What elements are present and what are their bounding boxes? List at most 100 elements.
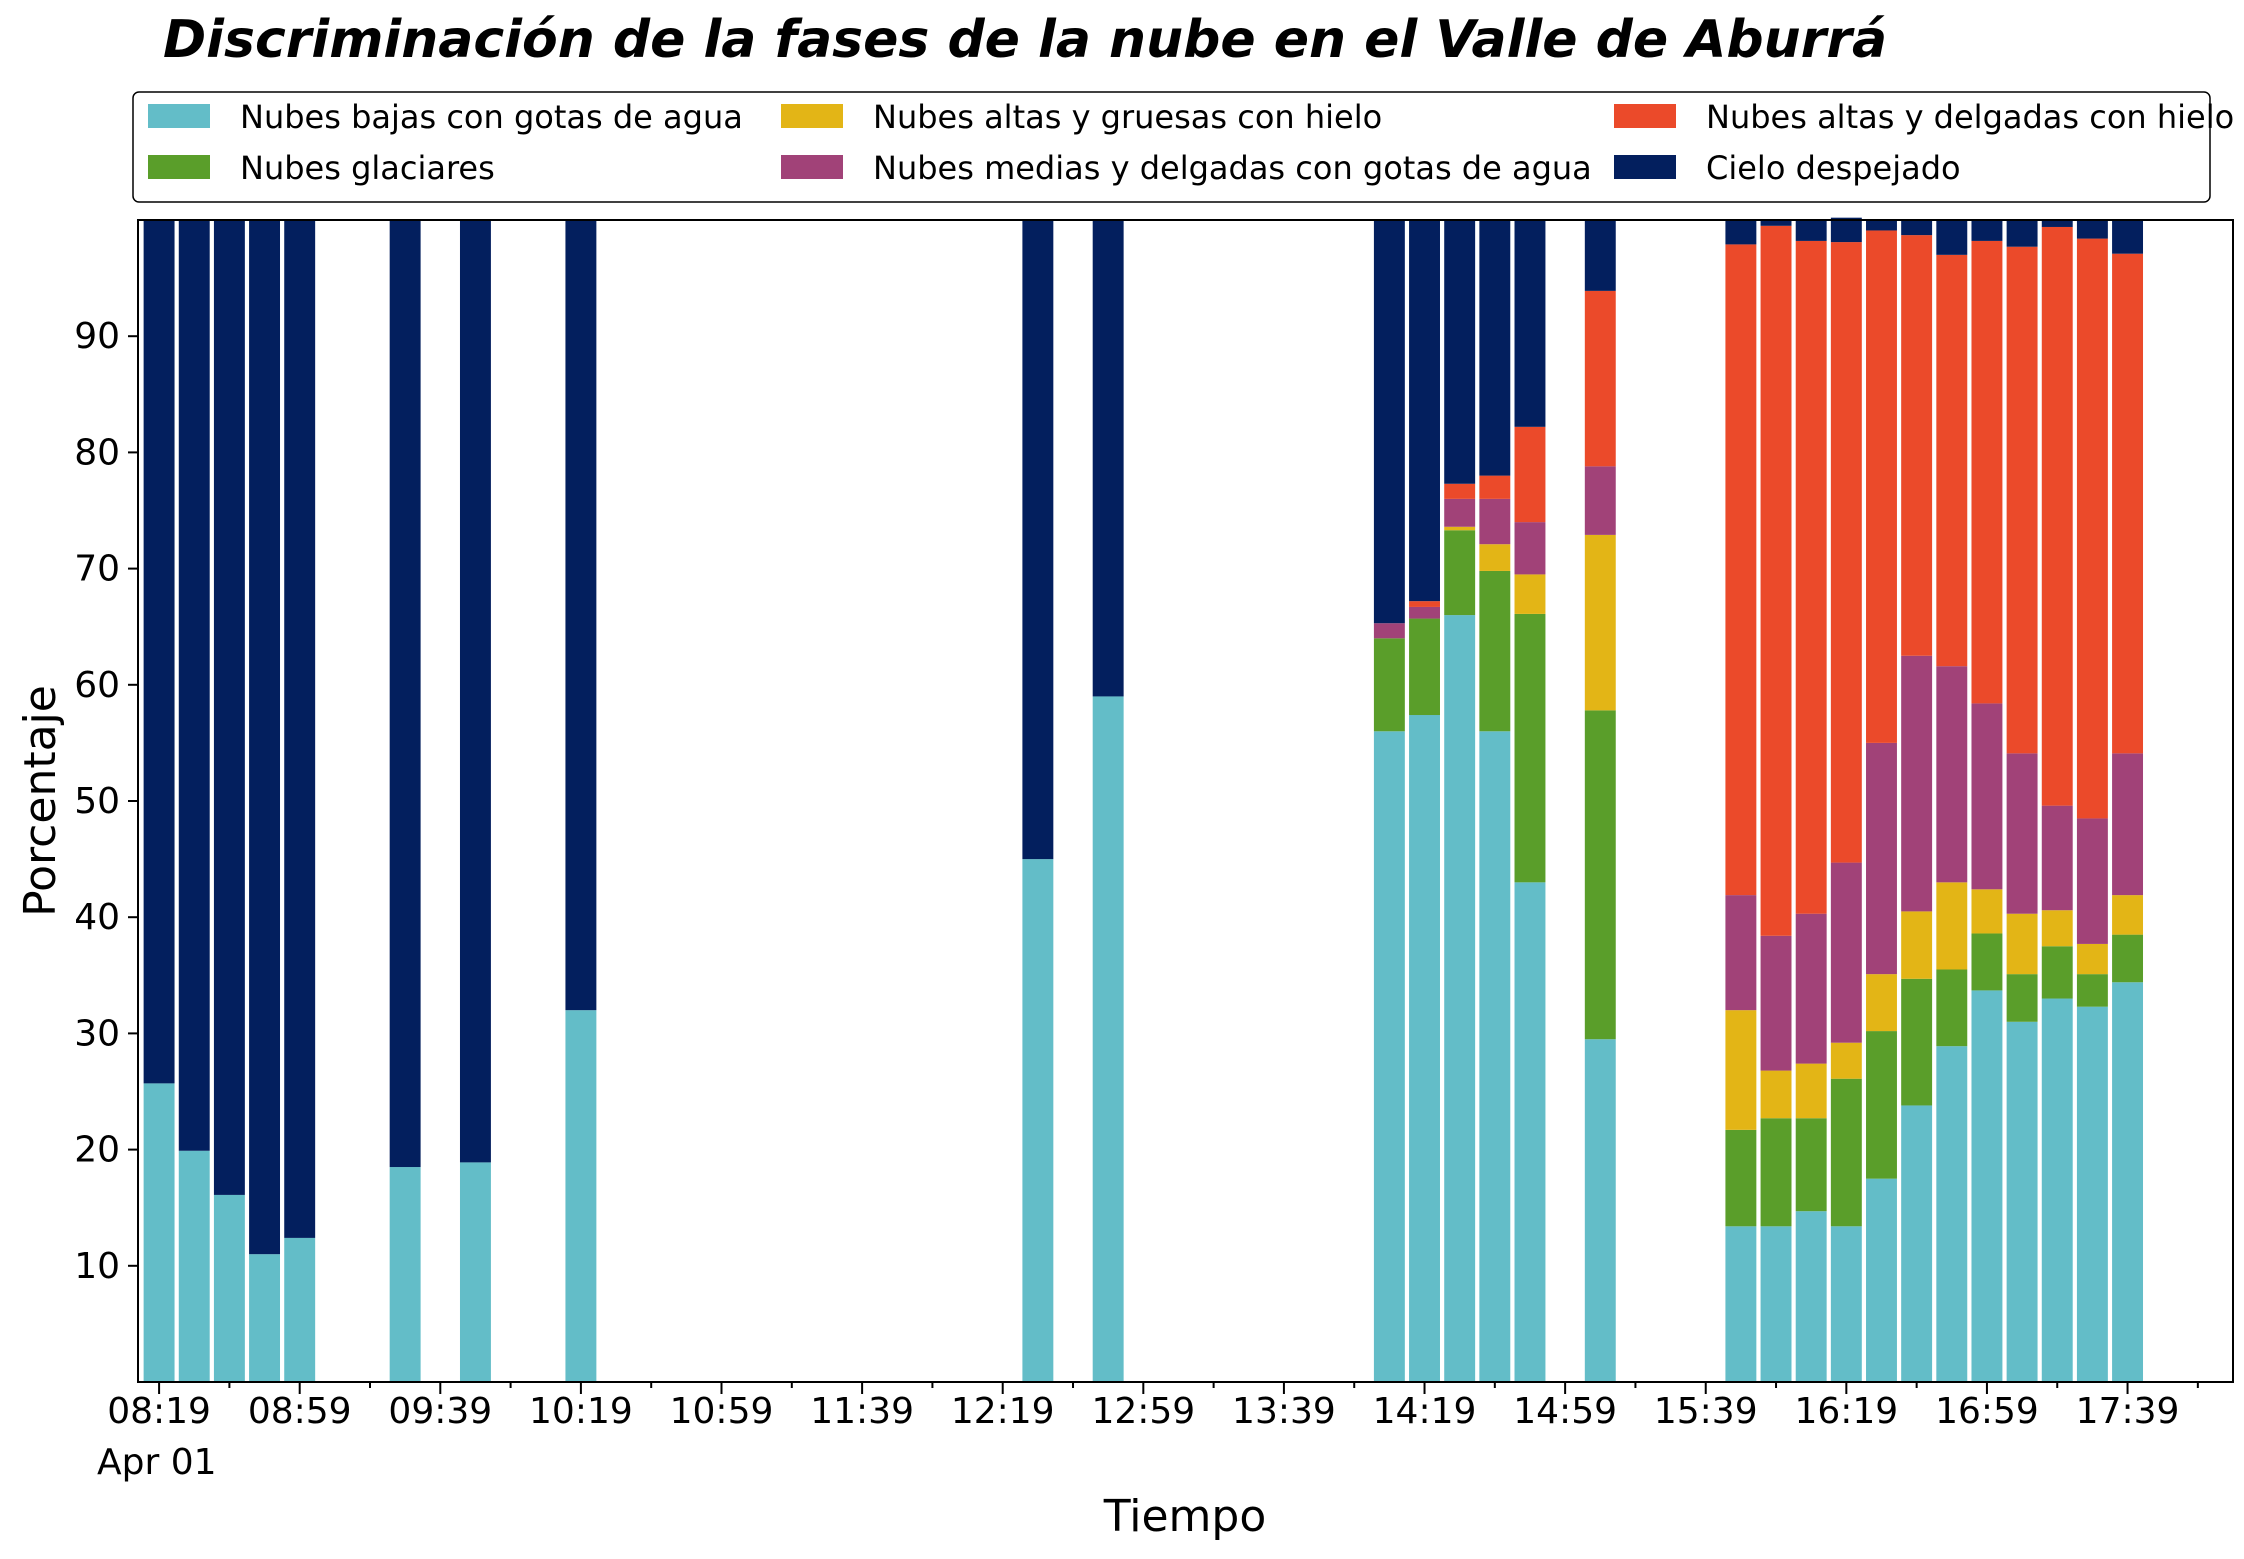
legend-swatch <box>148 104 210 128</box>
bar-segment <box>2076 943 2108 975</box>
bar-segment <box>1725 220 1757 245</box>
bar-segment <box>1936 254 1968 667</box>
bar-segment <box>1444 526 1476 531</box>
x-tick-label: 09:39 <box>388 1391 492 1432</box>
bar-segment <box>1830 1226 1862 1382</box>
bar-segment <box>213 1194 245 1382</box>
y-tick-label: 80 <box>74 432 120 473</box>
bar-segment <box>1866 742 1897 975</box>
bar-segment <box>2041 946 2073 999</box>
bar-segment <box>1760 1118 1792 1227</box>
bar-segment <box>1373 731 1405 1382</box>
bar-segment <box>2041 998 2073 1382</box>
bar-segment <box>2006 753 2038 914</box>
bar-segment <box>1584 1039 1616 1382</box>
bar-segment <box>2041 910 2073 947</box>
bar-segment <box>1373 638 1405 732</box>
bar-segment <box>2041 220 2073 227</box>
bar-segment <box>565 220 597 1011</box>
x-tick-label: 12:19 <box>951 1391 1055 1432</box>
bar-segment <box>1479 731 1511 1382</box>
bar-segment <box>2112 982 2144 1382</box>
bar-segment <box>2006 913 2038 975</box>
bar-segment <box>1866 1178 1897 1382</box>
legend-label: Nubes altas y gruesas con hielo <box>873 98 1382 136</box>
bar-segment <box>213 220 245 1195</box>
bar-segment <box>1936 666 1968 883</box>
bar-segment <box>1725 1010 1757 1130</box>
bar-segment <box>2076 974 2108 1007</box>
bar-segment <box>249 220 281 1255</box>
bar-segment <box>1409 220 1440 602</box>
bar-segment <box>1514 882 1546 1382</box>
bar-segment <box>1444 483 1476 499</box>
bar-segment <box>2006 974 2038 1022</box>
bar-segment <box>1409 715 1440 1382</box>
bar-segment <box>1866 974 1897 1032</box>
legend-label: Nubes altas y delgadas con hielo <box>1706 98 2234 136</box>
bar-segment <box>1022 859 1054 1382</box>
bar-segment <box>1971 933 2003 991</box>
chart-title: Discriminación de la fases de la nube en… <box>163 10 1887 70</box>
bar-segment <box>1971 220 2003 241</box>
bar-segment <box>1901 911 1933 979</box>
bar-segment <box>2006 220 2038 247</box>
bar-segment <box>1901 235 1933 656</box>
bar-segment <box>1760 225 1792 936</box>
x-tick-label: 17:39 <box>2076 1391 2180 1432</box>
bar-segment <box>2076 818 2108 944</box>
bar-segment <box>1022 220 1054 860</box>
bar-segment <box>2112 934 2144 983</box>
bar-segment <box>2041 805 2073 911</box>
bar-segment <box>143 1083 175 1382</box>
bar-segment <box>1936 882 1968 970</box>
bar-segment <box>1971 889 2003 934</box>
bar-segment <box>1795 1211 1827 1382</box>
legend-label: Nubes medias y delgadas con gotas de agu… <box>873 149 1592 187</box>
x-tick-label: 10:59 <box>670 1391 774 1432</box>
bar-segment <box>459 220 491 1163</box>
bar-segment <box>1584 290 1616 467</box>
bar-segment <box>389 1167 421 1382</box>
bar-segment <box>2076 238 2108 819</box>
legend-frame <box>132 91 2211 203</box>
y-tick-label: 40 <box>74 897 120 938</box>
bar-segment <box>1479 220 1511 476</box>
bar-segment <box>459 1162 491 1382</box>
bar-segment <box>1479 570 1511 732</box>
bar-segment <box>1760 1070 1792 1119</box>
bar-segment <box>1971 240 2003 704</box>
bar-segment <box>1584 466 1616 535</box>
bar-segment <box>1901 1105 1933 1382</box>
bar-segment <box>1584 710 1616 1040</box>
bar-segment <box>1725 1226 1757 1382</box>
bar-segment <box>1866 230 1897 743</box>
bar-segment <box>1514 220 1546 427</box>
bar-segment <box>1092 696 1124 1382</box>
bar-segment <box>2006 246 2038 754</box>
legend-swatch <box>781 155 843 179</box>
bar-segment <box>1795 1118 1827 1212</box>
bar-segment <box>1514 613 1546 883</box>
plot-area: 10 20 30 40 50 60 70 80 90 08:19 08:59 09:39 10:19 1… <box>74 217 2234 1432</box>
y-axis-title: Porcentaje <box>15 685 66 917</box>
bar-segment <box>1760 220 1792 226</box>
y-tick-label: 10 <box>74 1246 120 1287</box>
bar-segment <box>2112 895 2144 935</box>
bar-segment <box>284 1237 316 1382</box>
x-tick-label: 14:59 <box>1513 1391 1617 1432</box>
bar-segment <box>2006 1021 2038 1382</box>
bar-segment <box>1373 623 1405 639</box>
bar-segment <box>1830 242 1862 863</box>
bar-segment <box>143 220 175 1084</box>
x-tick-label: 10:19 <box>529 1391 633 1432</box>
bar-segment <box>1479 475 1511 499</box>
y-tick-label: 20 <box>74 1130 120 1171</box>
bar-segment <box>1514 426 1546 523</box>
legend-label: Nubes glaciares <box>240 149 495 187</box>
y-axis: 10 20 30 40 50 60 70 80 90 <box>74 316 138 1287</box>
legend-swatch <box>781 104 843 128</box>
bar-segment <box>1444 498 1476 527</box>
bar-segment <box>1936 969 1968 1047</box>
bar-segment <box>565 1010 597 1382</box>
